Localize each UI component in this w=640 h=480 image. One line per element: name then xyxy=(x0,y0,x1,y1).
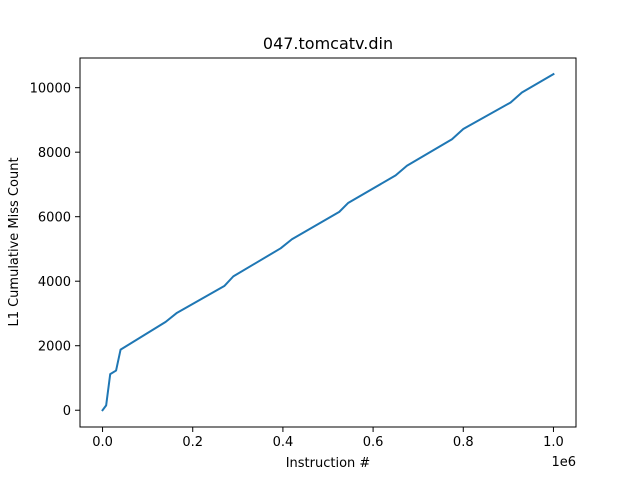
plot-frame xyxy=(79,57,577,428)
y-tick-label: 6000 xyxy=(38,211,71,226)
x-axis-label: Instruction # xyxy=(286,456,371,471)
x-tick-label: 0.0 xyxy=(92,435,113,450)
y-axis: 0 2000 4000 6000 8000 10000 xyxy=(30,82,80,419)
y-tick-label: 0 xyxy=(63,404,71,419)
y-tick-label: 8000 xyxy=(38,146,71,161)
x-axis: 0.0 0.2 0.4 0.6 0.8 1.0 xyxy=(92,427,564,450)
x-tick-label: 1.0 xyxy=(543,435,564,450)
y-tick-label: 10000 xyxy=(30,82,71,97)
y-axis-label: L1 Cumulative Miss Count xyxy=(7,157,22,326)
y-tick-label: 2000 xyxy=(38,340,71,355)
x-tick-label: 0.6 xyxy=(363,435,384,450)
y-tick-label: 4000 xyxy=(38,275,71,290)
x-axis-offset-label: 1e6 xyxy=(551,455,576,470)
series-line xyxy=(101,72,555,412)
plot-area xyxy=(101,72,555,412)
x-tick-label: 0.2 xyxy=(182,435,203,450)
chart-title: 047.tomcatv.din xyxy=(263,34,393,53)
x-tick-label: 0.8 xyxy=(453,435,474,450)
x-tick-label: 0.4 xyxy=(273,435,294,450)
